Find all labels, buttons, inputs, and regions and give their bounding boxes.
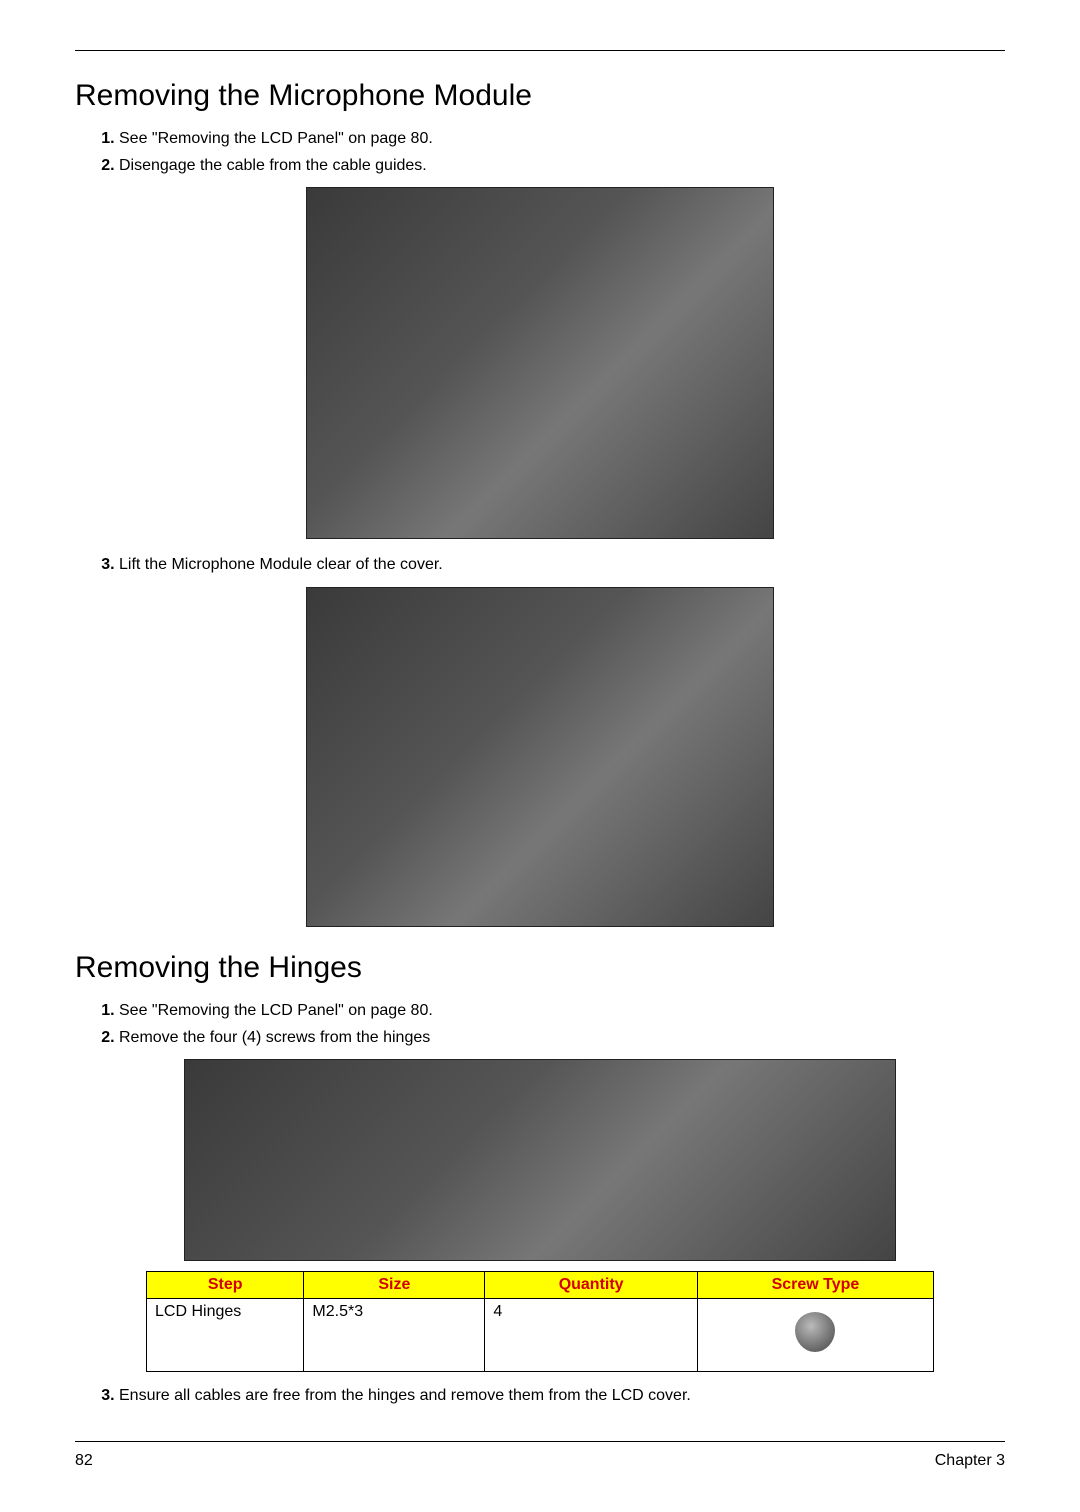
screw-table: Step Size Quantity Screw Type LCD Hinges… [146,1271,934,1372]
s1-step3: Lift the Microphone Module clear of the … [119,553,1005,576]
s1-step1: See "Removing the LCD Panel" on page 80. [119,127,1005,150]
th-screw: Screw Type [697,1271,933,1298]
photo-lift-mic [306,587,774,927]
s1-step2: Disengage the cable from the cable guide… [119,154,1005,177]
th-qty: Quantity [485,1271,697,1298]
photo-hinge-screws [184,1059,896,1261]
td-size: M2.5*3 [304,1298,485,1371]
s2-step2: Remove the four (4) screws from the hing… [119,1026,1005,1049]
th-step: Step [147,1271,304,1298]
heading-microphone: Removing the Microphone Module [75,79,1005,113]
page-number: 82 [75,1452,93,1470]
photo-cable-guides [306,187,774,539]
td-step: LCD Hinges [147,1298,304,1371]
td-qty: 4 [485,1298,697,1371]
s2-step3: Ensure all cables are free from the hing… [119,1384,1005,1407]
heading-hinges: Removing the Hinges [75,951,1005,985]
screw-icon [795,1312,835,1352]
th-size: Size [304,1271,485,1298]
chapter-label: Chapter 3 [935,1452,1005,1470]
top-rule [75,50,1005,51]
td-screw-img [697,1298,933,1371]
s2-step1: See "Removing the LCD Panel" on page 80. [119,999,1005,1022]
footer-rule [75,1441,1005,1442]
